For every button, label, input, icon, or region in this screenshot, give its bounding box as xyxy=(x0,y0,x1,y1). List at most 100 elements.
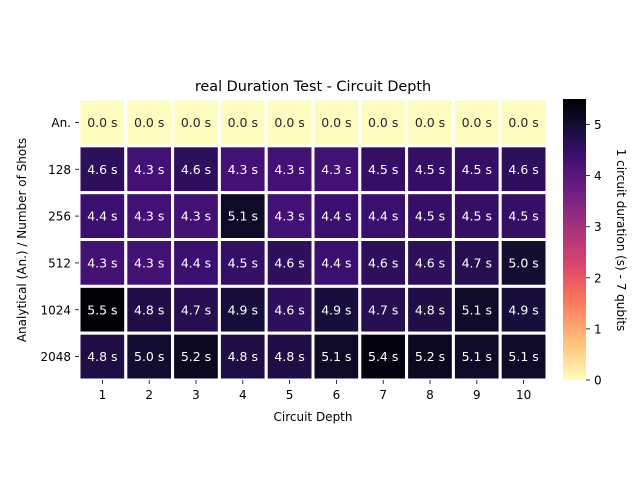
cell-value-label: 4.7 s xyxy=(181,302,211,317)
colorbar-tick-label: 0 xyxy=(594,374,602,388)
x-tick-label: 2 xyxy=(145,388,153,402)
cell-value-label: 4.6 s xyxy=(368,255,398,270)
cell-value-label: 4.7 s xyxy=(368,302,398,317)
colorbar-label: 1 circuit duration (s) - 7 qubits xyxy=(614,149,628,332)
x-tick-label: 5 xyxy=(286,388,294,402)
heatmap-cell xyxy=(451,331,502,382)
cell-value-label: 4.6 s xyxy=(508,162,538,177)
cell-value-label: 4.3 s xyxy=(274,209,304,224)
y-tick-label: 512 xyxy=(48,256,71,270)
cell-value-label: 4.8 s xyxy=(274,349,304,364)
cell-value-label: 4.6 s xyxy=(181,162,211,177)
heatmap-cell xyxy=(77,238,128,288)
cell-value-label: 4.3 s xyxy=(87,255,117,270)
cell-value-label: 0.0 s xyxy=(462,115,492,130)
colorbar-tick-label: 5 xyxy=(594,118,602,132)
cell-value-label: 4.3 s xyxy=(134,209,164,224)
cell-value-label: 4.6 s xyxy=(274,255,304,270)
heatmap-cell xyxy=(217,331,268,382)
cell-value-label: 4.4 s xyxy=(321,209,351,224)
cell-value-label: 5.1 s xyxy=(508,349,538,364)
cell-value-label: 0.0 s xyxy=(134,115,164,130)
x-tick-label: 7 xyxy=(379,388,387,402)
heatmap-cells: 0.0 s 0.0 s 0.0 s 0.0 s 0.0 s 0.0 s 0.0 s 0.0 s… xyxy=(77,97,549,382)
heatmap-cell xyxy=(405,97,455,148)
cell-value-label: 5.2 s xyxy=(181,349,211,364)
cell-value-label: 4.3 s xyxy=(181,209,211,224)
x-tick-label: 8 xyxy=(426,388,434,402)
cell-value-label: 4.6 s xyxy=(87,162,117,177)
y-axis-label: Analytical (An.) / Number of Shots xyxy=(15,138,29,342)
y-tick-label: 2048 xyxy=(40,350,71,364)
cell-value-label: 4.3 s xyxy=(134,255,164,270)
cell-value-label: 5.1 s xyxy=(462,302,492,317)
heatmap-cell xyxy=(405,284,455,335)
x-axis-label: Circuit Depth xyxy=(274,410,353,424)
colorbar-tick-label: 1 xyxy=(594,322,602,336)
cell-value-label: 5.2 s xyxy=(415,349,445,364)
cell-value-label: 4.5 s xyxy=(462,162,492,177)
cell-value-label: 5.4 s xyxy=(368,349,398,364)
y-tick-label: 256 xyxy=(48,210,71,224)
heatmap-cell xyxy=(358,191,409,242)
cell-value-label: 4.7 s xyxy=(462,255,492,270)
cell-value-label: 4.5 s xyxy=(415,162,445,177)
x-tick-label: 3 xyxy=(192,388,200,402)
y-axis-ticks: An. 128 256 512 1024 2048 xyxy=(40,116,79,364)
heatmap-cell xyxy=(498,284,549,335)
colorbar-tick-label: 2 xyxy=(594,271,602,285)
heatmap-cell xyxy=(358,144,409,195)
chart-title: real Duration Test - Circuit Depth xyxy=(195,79,431,95)
cell-value-label: 0.0 s xyxy=(508,115,538,130)
cell-value-label: 4.5 s xyxy=(228,255,258,270)
cell-value-label: 4.3 s xyxy=(321,162,351,177)
x-axis-ticks: 1 2 3 4 5 6 7 8 9 10 xyxy=(99,380,531,402)
heatmap-cell xyxy=(498,144,549,195)
cell-value-label: 0.0 s xyxy=(181,115,211,130)
cell-value-label: 5.0 s xyxy=(134,349,164,364)
colorbar-tick-label: 4 xyxy=(594,169,602,183)
cell-value-label: 5.1 s xyxy=(321,349,351,364)
cell-value-label: 4.8 s xyxy=(87,349,117,364)
cell-value-label: 5.5 s xyxy=(87,302,117,317)
heatmap-cell xyxy=(171,191,221,242)
cell-value-label: 4.5 s xyxy=(415,209,445,224)
cell-value-label: 4.8 s xyxy=(228,349,258,364)
cell-value-label: 4.3 s xyxy=(134,162,164,177)
heatmap-cell xyxy=(311,284,362,335)
colorbar-tick-label: 3 xyxy=(594,220,602,234)
x-tick-label: 1 xyxy=(99,388,107,402)
cell-value-label: 4.8 s xyxy=(415,302,445,317)
y-tick-label: 128 xyxy=(48,163,71,177)
heatmap-cell xyxy=(498,97,549,148)
cell-value-label: 4.4 s xyxy=(321,255,351,270)
cell-value-label: 4.9 s xyxy=(508,302,538,317)
cell-value-label: 4.9 s xyxy=(321,302,351,317)
x-tick-label: 4 xyxy=(239,388,247,402)
cell-value-label: 0.0 s xyxy=(321,115,351,130)
colorbar-gradient xyxy=(563,99,586,380)
y-tick-label: An. xyxy=(51,116,71,130)
heatmap-cell xyxy=(311,238,362,288)
heatmap-cell xyxy=(451,144,502,195)
cell-value-label: 4.6 s xyxy=(274,302,304,317)
cell-value-label: 5.1 s xyxy=(228,209,258,224)
cell-value-label: 4.3 s xyxy=(228,162,258,177)
cell-value-label: 4.6 s xyxy=(415,255,445,270)
cell-value-label: 4.4 s xyxy=(87,209,117,224)
cell-value-label: 0.0 s xyxy=(87,115,117,130)
colorbar: 0 1 2 3 4 5 1 circuit duration (s) - 7 qubits xyxy=(563,99,628,388)
cell-value-label: 0.0 s xyxy=(274,115,304,130)
cell-value-label: 4.8 s xyxy=(134,302,164,317)
x-tick-label: 6 xyxy=(333,388,341,402)
cell-value-label: 4.4 s xyxy=(368,209,398,224)
cell-value-label: 4.3 s xyxy=(274,162,304,177)
x-tick-label: 10 xyxy=(516,388,531,402)
cell-value-label: 0.0 s xyxy=(368,115,398,130)
y-tick-label: 1024 xyxy=(40,303,71,317)
x-tick-label: 9 xyxy=(473,388,481,402)
cell-value-label: 4.5 s xyxy=(462,209,492,224)
cell-value-label: 0.0 s xyxy=(415,115,445,130)
cell-value-label: 0.0 s xyxy=(228,115,258,130)
